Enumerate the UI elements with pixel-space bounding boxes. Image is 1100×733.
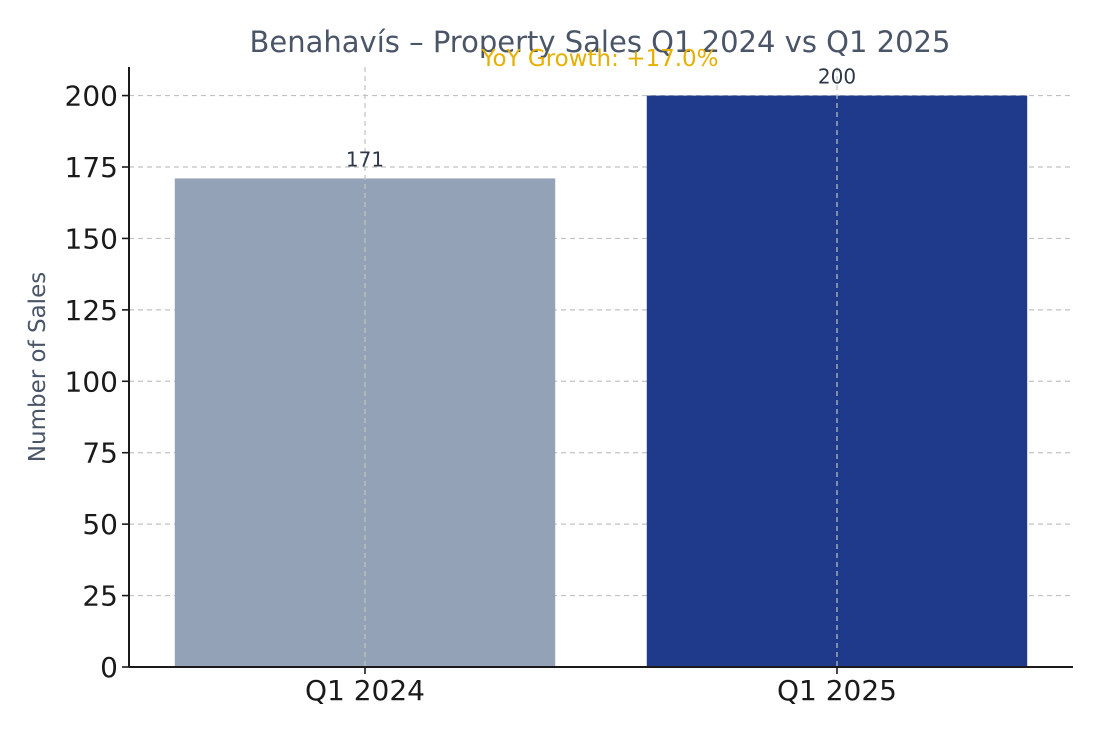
- data-label: 171: [346, 147, 384, 171]
- label-layer: 0 25 50 75 100 125 150 175 200 171 200 Q1 2024 Q1 20…: [65, 65, 897, 707]
- y-tick-label: 100: [65, 365, 118, 398]
- y-tick-label: 175: [65, 151, 118, 184]
- y-tick-label: 200: [65, 80, 118, 113]
- y-tick-label: 150: [65, 222, 118, 255]
- vertical-grid-layer: [364, 67, 838, 667]
- axis-layer: [122, 67, 1073, 674]
- data-label: 200: [818, 65, 856, 89]
- y-tick-label: 25: [82, 580, 118, 613]
- y-tick-label: 50: [82, 508, 118, 541]
- y-tick-label: 125: [65, 294, 118, 327]
- y-tick-label: 75: [82, 437, 118, 470]
- y-axis-label: Number of Sales: [25, 272, 51, 462]
- x-tick-label: Q1 2025: [777, 674, 897, 707]
- chart-title: Benahavís – Property Sales Q1 2024 vs Q1…: [250, 25, 951, 59]
- x-tick-label: Q1 2024: [305, 674, 425, 707]
- chart-subtitle: YoY Growth: +17.0%: [480, 46, 718, 72]
- y-tick-label: 0: [100, 651, 118, 684]
